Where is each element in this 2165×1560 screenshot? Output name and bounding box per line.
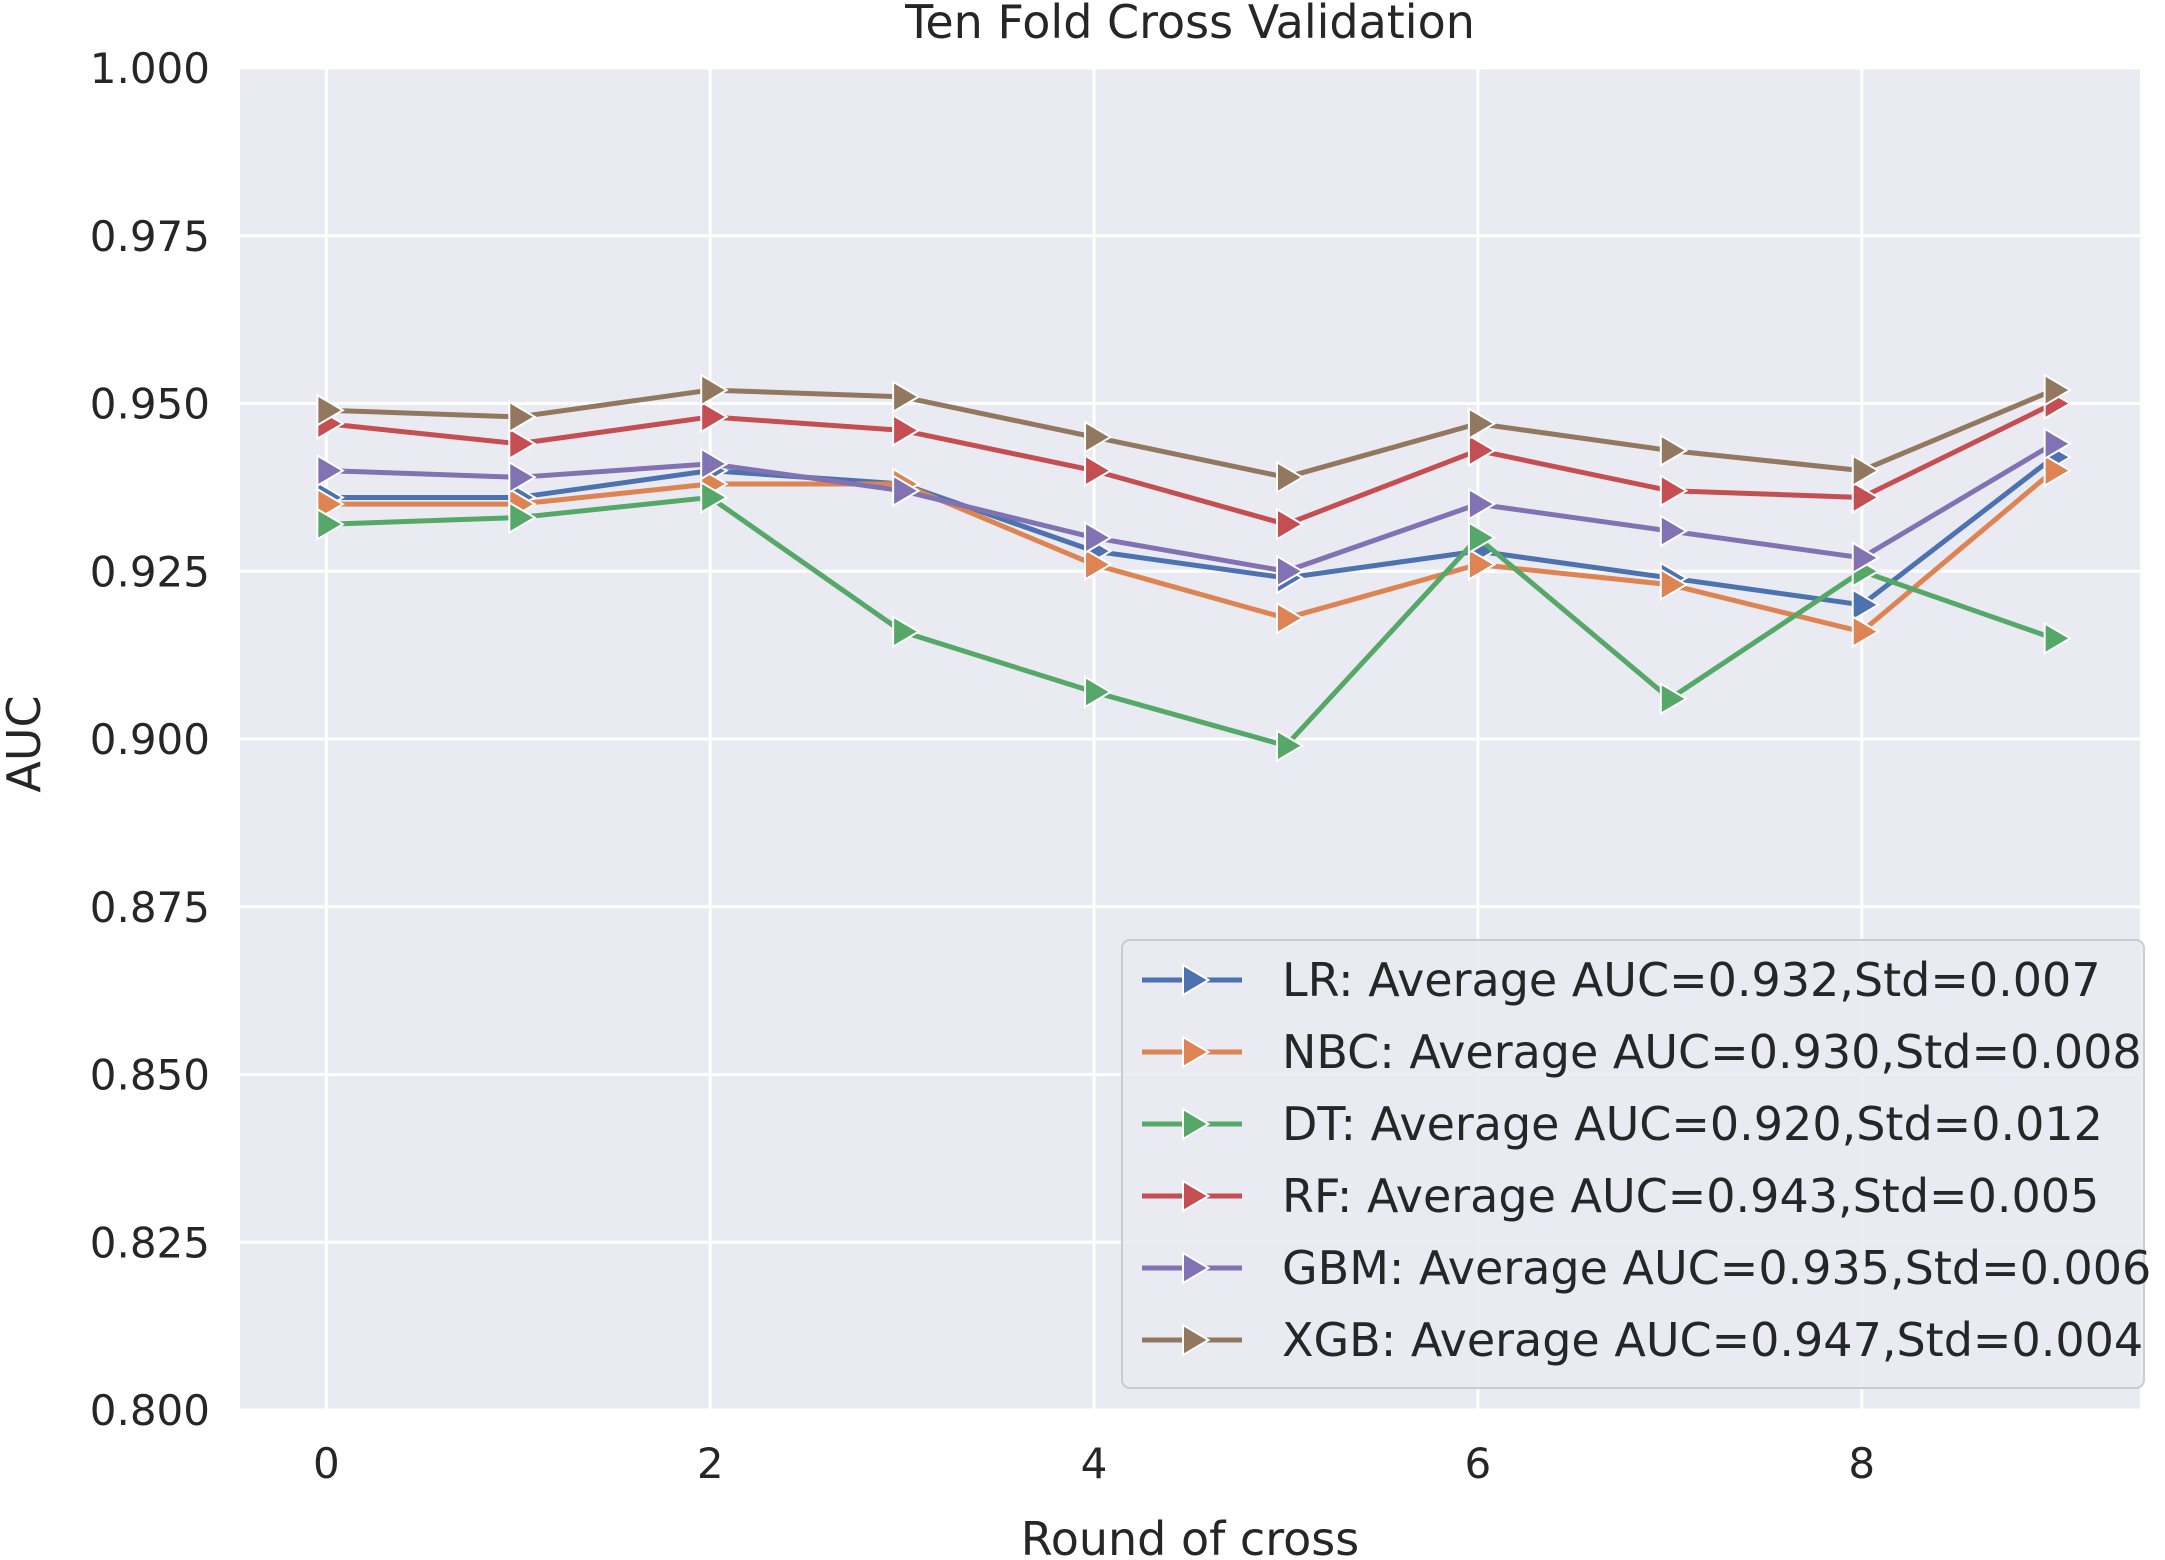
- data-point: [1851, 453, 1881, 488]
- data-point: [700, 447, 729, 481]
- data-point: [316, 507, 345, 542]
- data-point: [316, 487, 345, 521]
- data-point: [1851, 614, 1881, 649]
- data-point: [1275, 601, 1305, 635]
- legend-label: LR: Average AUC=0.932,Std=0.007: [1282, 953, 2101, 1007]
- y-tick-label: 0.900: [90, 715, 210, 764]
- data-point: [1084, 547, 1113, 582]
- x-tick-label: 8: [1848, 1439, 1875, 1488]
- data-point: [2043, 621, 2073, 656]
- data-point: [2043, 453, 2073, 488]
- legend-item-nbc: NBC: Average AUC=0.930,Std=0.008: [1142, 1025, 2142, 1079]
- data-point: [1467, 547, 1497, 582]
- data-point: [1275, 554, 1305, 588]
- series-line: [326, 468, 2056, 635]
- data-point: [508, 460, 537, 495]
- data-point: [1084, 520, 1113, 555]
- x-axis-ticks: 0 2 4 6 8: [313, 1439, 1875, 1488]
- data-point: [700, 480, 729, 515]
- series-xgb: [316, 373, 2073, 495]
- series-line: [326, 387, 2055, 480]
- y-tick-label: 0.925: [90, 547, 210, 596]
- series-rf: [316, 386, 2073, 542]
- series-dt: [316, 480, 2073, 763]
- data-point: [892, 380, 921, 414]
- legend-marker: [1182, 1035, 1211, 1069]
- y-axis-ticks: 0.800 0.825 0.850 0.875 0.900 0.925 0.950 0.975…: [90, 44, 210, 1435]
- data-point: [1084, 675, 1113, 709]
- x-tick-label: 0: [313, 1439, 340, 1488]
- data-point: [892, 413, 921, 448]
- data-point: [508, 427, 537, 461]
- legend-marker: [1182, 1107, 1211, 1141]
- series-group: [316, 373, 2073, 763]
- data-point: [1659, 681, 1689, 716]
- data-point: [1851, 541, 1881, 575]
- data-point: [1275, 460, 1305, 495]
- data-point: [1084, 453, 1113, 488]
- data-point: [892, 473, 921, 508]
- legend-box: [1121, 939, 2145, 1389]
- series-line: [326, 455, 2056, 608]
- legend-item-lr: LR: Average AUC=0.932,Std=0.007: [1142, 953, 2101, 1007]
- data-point: [700, 373, 729, 407]
- legend-label: RF: Average AUC=0.943,Std=0.005: [1282, 1169, 2099, 1223]
- data-point: [2043, 427, 2073, 461]
- legend-label: DT: Average AUC=0.920,Std=0.012: [1282, 1097, 2103, 1151]
- y-tick-label: 0.850: [90, 1051, 210, 1100]
- series-line: [326, 494, 2055, 749]
- data-point: [1275, 728, 1305, 763]
- data-point: [316, 453, 345, 488]
- y-tick-label: 0.825: [90, 1218, 210, 1267]
- series-line: [326, 401, 2055, 527]
- series-gbm: [316, 427, 2073, 588]
- x-tick-label: 6: [1465, 1439, 1492, 1488]
- legend-label: GBM: Average AUC=0.935,Std=0.006: [1282, 1241, 2151, 1295]
- data-point: [1467, 520, 1497, 555]
- legend-marker: [1182, 1323, 1211, 1357]
- y-tick-label: 0.800: [90, 1386, 210, 1435]
- x-axis-label: Round of cross: [1021, 1512, 1359, 1560]
- data-point: [508, 400, 537, 434]
- data-point: [508, 500, 537, 535]
- data-point: [1851, 480, 1881, 515]
- legend-item-dt: DT: Average AUC=0.920,Std=0.012: [1142, 1097, 2103, 1151]
- x-tick-label: 4: [1081, 1439, 1108, 1488]
- chart-title: Ten Fold Cross Validation: [904, 0, 1475, 49]
- data-point: [2043, 373, 2073, 407]
- y-tick-label: 1.000: [90, 44, 210, 93]
- data-point: [1659, 567, 1689, 602]
- data-point: [1659, 433, 1689, 468]
- y-tick-label: 0.950: [90, 380, 210, 429]
- data-point: [1275, 507, 1305, 542]
- x-tick-label: 2: [697, 1439, 724, 1488]
- series-line: [326, 441, 2055, 574]
- legend-marker: [1182, 1251, 1211, 1285]
- data-point: [1851, 588, 1881, 622]
- data-point: [1467, 406, 1497, 441]
- legend-item-gbm: GBM: Average AUC=0.935,Std=0.006: [1142, 1241, 2151, 1295]
- y-tick-label: 0.975: [90, 212, 210, 261]
- legend-label: XGB: Average AUC=0.947,Std=0.004: [1282, 1313, 2143, 1367]
- data-point: [1659, 514, 1689, 548]
- legend-item-xgb: XGB: Average AUC=0.947,Std=0.004: [1142, 1313, 2143, 1367]
- legend-item-rf: RF: Average AUC=0.943,Std=0.005: [1142, 1169, 2099, 1223]
- legend-label: NBC: Average AUC=0.930,Std=0.008: [1282, 1025, 2142, 1079]
- legend-marker: [1182, 1179, 1211, 1213]
- data-point: [1659, 473, 1689, 508]
- data-point: [1084, 420, 1113, 454]
- data-point: [1467, 487, 1497, 521]
- y-tick-label: 0.875: [90, 883, 210, 932]
- legend-marker: [1182, 963, 1211, 997]
- data-point: [892, 614, 921, 649]
- legend: LR: Average AUC=0.932,Std=0.007 NBC: Aver…: [1121, 939, 2151, 1389]
- data-point: [316, 393, 345, 427]
- y-axis-label: AUC: [0, 695, 51, 792]
- data-point: [1467, 433, 1497, 468]
- data-point: [700, 400, 729, 434]
